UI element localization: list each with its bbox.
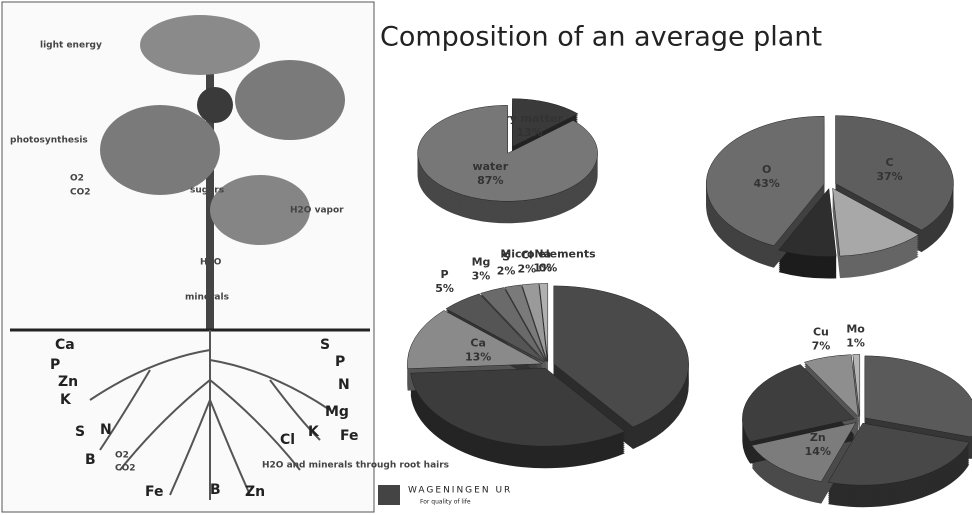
data-label: 13%: [516, 126, 542, 139]
pie-slice: [705, 115, 825, 247]
fruit: [197, 87, 233, 123]
data-label: 37%: [876, 170, 902, 183]
data-label: water: [472, 160, 508, 173]
leaf: [140, 15, 260, 75]
pie-slice: [407, 310, 544, 369]
pie-slice: [417, 105, 598, 202]
pie-slice: [480, 287, 546, 362]
diagram-label: S: [75, 424, 85, 440]
pie-slice: [827, 422, 970, 486]
diagram-label: H2O and minerals through root hairs: [262, 461, 449, 471]
data-label: 1%: [846, 337, 865, 350]
diagram-label: O2: [70, 174, 84, 184]
pie-slice: [539, 283, 549, 362]
data-label: Mo: [846, 323, 865, 336]
leaf: [100, 105, 220, 195]
data-label: 87%: [477, 174, 503, 187]
diagram-label: Fe: [145, 484, 164, 500]
data-label: 0%: [539, 262, 558, 275]
data-label: P: [441, 268, 449, 281]
diagram-label: Mg: [325, 404, 349, 420]
logo-name: WAGENINGEN UR: [408, 486, 512, 496]
pie-slice: [512, 98, 579, 148]
pie-slice: [553, 285, 689, 428]
diagram-label: N: [100, 422, 112, 438]
pie-slice: [864, 355, 972, 438]
data-label: 43%: [753, 177, 779, 190]
diagram-label: CO2: [70, 188, 91, 198]
data-label: 2%: [497, 265, 516, 278]
diagram-label: B: [85, 452, 96, 468]
diagram-label: minerals: [185, 293, 229, 303]
logo-tagline: For quality of life: [420, 499, 471, 506]
diagram-label: photosynthesis: [10, 136, 88, 146]
data-label: Micro elements: [500, 248, 596, 261]
logo-mark: [378, 485, 400, 505]
diagram-label: K: [308, 424, 320, 440]
data-label: Cu: [813, 326, 829, 339]
diagram-label: H2O: [200, 258, 222, 268]
diagram-label: Ca: [55, 337, 75, 353]
data-label: Na: [534, 248, 551, 261]
pie-slice: [832, 187, 920, 257]
slide-title: Composition of an average plant: [380, 22, 822, 53]
data-label: Cl: [521, 248, 533, 261]
roots: [89, 330, 331, 500]
data-label: 1%: [533, 262, 552, 275]
pie-slice: [410, 368, 626, 447]
data-label: 14%: [805, 445, 831, 458]
data-label: C: [886, 156, 894, 169]
data-label: 13%: [465, 350, 491, 363]
diagram-label: S: [320, 337, 330, 353]
data-label: Mg: [472, 256, 491, 269]
diagram-label: H2O vapor: [290, 206, 344, 216]
pie-slice: [835, 115, 954, 231]
data-label: 3%: [472, 270, 491, 283]
plant-diagram: light energy photosynthesis O2 CO2 sugar…: [1, 1, 449, 513]
data-label: Zn: [810, 431, 826, 444]
leaf: [235, 60, 345, 140]
pie-slice: [803, 354, 859, 418]
data-label: O: [762, 163, 771, 176]
diagram-label: P: [50, 357, 60, 373]
pie-slice: [742, 364, 855, 442]
data-label: 7%: [812, 340, 831, 353]
leaf: [210, 175, 310, 245]
diagram-label: N: [338, 377, 350, 393]
diagram-label: Cl: [280, 432, 295, 448]
pie-slice: [751, 422, 857, 482]
data-label: 5%: [435, 282, 454, 295]
pie-slice: [852, 354, 861, 417]
diagram-label: Fe: [340, 428, 359, 444]
pie-slice: [521, 283, 548, 362]
diagram-label: K: [60, 392, 72, 408]
diagram-label: O2: [115, 451, 129, 461]
data-label: 2%: [518, 262, 537, 275]
diagram-label: B: [210, 482, 221, 498]
diagram-label: Zn: [245, 484, 265, 500]
diagram-label: CO2: [115, 464, 136, 474]
diagram-label: light energy: [40, 41, 102, 51]
data-label: S: [502, 251, 510, 264]
pie-slice: [504, 284, 547, 362]
diagram-label: sugars: [190, 186, 224, 196]
data-label: Ca: [470, 336, 486, 349]
pie-slice: [445, 293, 545, 363]
diagram-label: P: [335, 354, 345, 370]
data-label: dry matter: [496, 112, 563, 125]
pie-slice: [778, 187, 837, 257]
diagram-label: Zn: [58, 374, 78, 390]
